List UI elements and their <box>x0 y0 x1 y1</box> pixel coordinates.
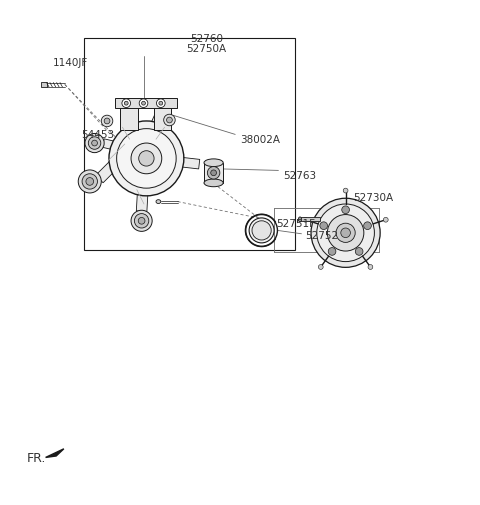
Circle shape <box>327 215 364 251</box>
Bar <box>41 83 47 88</box>
Polygon shape <box>148 110 164 134</box>
Text: 52750A: 52750A <box>186 44 227 54</box>
Text: 52763: 52763 <box>283 171 316 181</box>
Circle shape <box>86 178 94 186</box>
Polygon shape <box>182 158 200 170</box>
Circle shape <box>78 171 101 193</box>
Circle shape <box>252 221 271 240</box>
Circle shape <box>104 119 110 125</box>
Circle shape <box>311 199 380 268</box>
Bar <box>84 39 295 250</box>
Circle shape <box>139 152 154 167</box>
Bar <box>115 98 177 109</box>
Circle shape <box>134 214 149 229</box>
Circle shape <box>303 218 308 223</box>
Circle shape <box>138 218 145 225</box>
Circle shape <box>109 122 184 196</box>
Circle shape <box>142 102 145 106</box>
Ellipse shape <box>204 180 223 187</box>
Circle shape <box>164 115 175 127</box>
Circle shape <box>318 265 323 270</box>
Polygon shape <box>136 195 148 212</box>
Circle shape <box>85 134 104 154</box>
Circle shape <box>343 189 348 193</box>
Polygon shape <box>46 449 64 458</box>
Ellipse shape <box>204 160 223 167</box>
Bar <box>300 218 320 222</box>
Ellipse shape <box>298 218 302 222</box>
Bar <box>204 164 223 183</box>
Ellipse shape <box>156 200 161 204</box>
Circle shape <box>342 207 349 214</box>
Circle shape <box>131 144 162 174</box>
Circle shape <box>384 218 388 223</box>
Text: 52730A: 52730A <box>353 192 393 203</box>
Text: FR.: FR. <box>26 451 46 464</box>
Text: 52760: 52760 <box>190 34 223 44</box>
Circle shape <box>364 222 372 230</box>
Text: 38002A: 38002A <box>240 135 280 145</box>
Circle shape <box>368 265 373 270</box>
Circle shape <box>82 174 97 190</box>
Circle shape <box>320 222 327 230</box>
Circle shape <box>317 205 374 262</box>
Polygon shape <box>154 107 171 130</box>
Text: 52751F: 52751F <box>276 219 315 229</box>
Circle shape <box>355 248 363 256</box>
Circle shape <box>88 137 101 150</box>
Circle shape <box>328 248 336 256</box>
Circle shape <box>117 129 176 189</box>
Circle shape <box>101 116 113 127</box>
Polygon shape <box>96 160 119 183</box>
Circle shape <box>159 102 163 106</box>
Circle shape <box>156 99 165 108</box>
Polygon shape <box>124 111 136 133</box>
Circle shape <box>92 141 97 146</box>
Circle shape <box>167 118 172 124</box>
Polygon shape <box>120 107 138 130</box>
Circle shape <box>139 99 148 108</box>
Text: 1140JF: 1140JF <box>53 58 88 68</box>
Circle shape <box>207 167 220 180</box>
Text: 54453: 54453 <box>82 130 115 140</box>
Circle shape <box>336 224 355 243</box>
Circle shape <box>249 219 274 243</box>
Circle shape <box>211 171 216 176</box>
Circle shape <box>122 99 131 108</box>
Polygon shape <box>102 139 119 152</box>
Circle shape <box>124 102 128 106</box>
Circle shape <box>131 211 152 232</box>
Circle shape <box>341 229 350 238</box>
Text: 52752: 52752 <box>305 231 338 241</box>
